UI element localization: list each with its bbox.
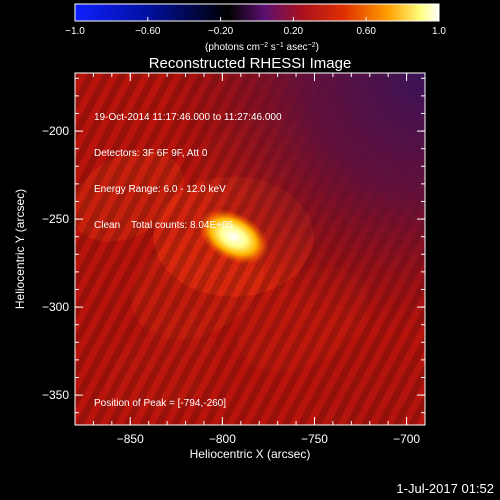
- peak-source: [198, 208, 269, 265]
- colorbar-tick-label: −0.20: [208, 26, 234, 37]
- y-axis-label: Heliocentric Y (arcsec): [13, 189, 27, 309]
- x-tick-label: −850: [117, 432, 144, 446]
- colorbar-tick-label: 1.0: [432, 26, 446, 37]
- colorbar-gradient: [74, 3, 440, 22]
- colorbar-label: (photons cm−2 s−1 asec−2): [205, 42, 319, 54]
- plot-frame: [74, 72, 426, 426]
- colorbar-tick-label: −1.0: [65, 26, 85, 37]
- colorbar-tick-label: 0.60: [356, 26, 376, 37]
- heatmap-image: [75, 73, 425, 425]
- chart-title: Reconstructed RHESSI Image: [149, 55, 352, 72]
- detectors: Detectors: 3F 6F 9F, Att 0: [94, 148, 208, 159]
- energy-range: Energy Range: 6.0 - 12.0 keV: [94, 184, 226, 195]
- y-tick-label: −350: [42, 388, 69, 402]
- x-axis-label: Heliocentric X (arcsec): [190, 447, 311, 461]
- x-tick-label: −750: [301, 432, 328, 446]
- colorbar: −1.0 −0.60 −0.20 0.20 0.60 1.0 (photons cm−2 …: [65, 3, 446, 54]
- peak-position: Position of Peak = [-794,-260]: [94, 398, 227, 409]
- x-tick-label: −800: [209, 432, 236, 446]
- colorbar-ticks: −1.0 −0.60 −0.20 0.20 0.60 1.0: [65, 17, 446, 37]
- x-axis-ticks: −850 −800 −750 −700: [92, 73, 426, 446]
- y-axis-ticks: −350 −300 −250 −200: [42, 77, 425, 414]
- y-tick-label: −200: [42, 124, 69, 138]
- time-range: 19-Oct-2014 11:17:46.000 to 11:27:46.000: [94, 112, 282, 123]
- y-tick-label: −250: [42, 212, 69, 226]
- method-counts: Clean Total counts: 8.04E+05: [94, 220, 234, 231]
- info-block: 19-Oct-2014 11:17:46.000 to 11:27:46.000…: [94, 88, 282, 244]
- y-tick-label: −300: [42, 300, 69, 314]
- colorbar-tick-label: −0.60: [135, 26, 161, 37]
- x-tick-label: −700: [393, 432, 420, 446]
- colorbar-tick-label: 0.20: [284, 26, 304, 37]
- timestamp: 1-Jul-2017 01:52: [396, 481, 494, 496]
